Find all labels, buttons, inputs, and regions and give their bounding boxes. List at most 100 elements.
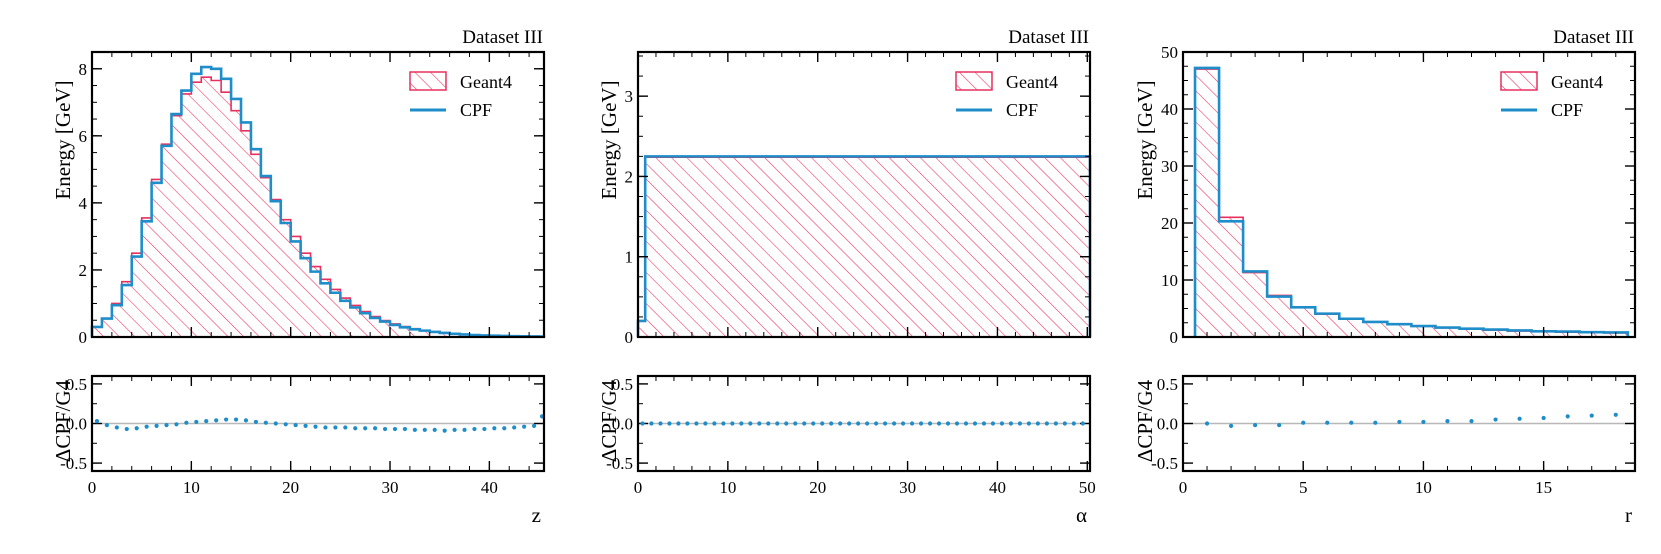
x-axis-label: α	[1076, 503, 1087, 527]
ratio-point	[402, 426, 408, 432]
ratio-point	[432, 427, 437, 432]
panel-title: Dataset III	[462, 27, 543, 48]
ratio-point	[703, 421, 708, 426]
ratio-y-axis-label: ΔCPF/G4	[597, 379, 621, 462]
ratio-point	[766, 421, 771, 426]
y-tick-label: 6	[79, 127, 88, 146]
y-tick-label: 1	[625, 248, 634, 267]
ratio-point	[1277, 422, 1282, 428]
y-axis-label: Energy [GeV]	[1133, 80, 1157, 199]
geant4-bar	[638, 320, 646, 337]
ratio-point	[323, 425, 328, 430]
ratio-point	[918, 421, 924, 426]
ratio-point	[676, 421, 681, 426]
ratio-point	[811, 421, 816, 426]
ratio-point	[303, 423, 308, 428]
geant4-bar	[429, 331, 440, 337]
ratio-point	[927, 421, 933, 426]
ratio-point	[694, 421, 699, 426]
ratio-point	[452, 427, 457, 432]
ratio-point	[104, 422, 110, 428]
ratio-point	[1035, 421, 1040, 426]
ratio-y-tick-label: 0.0	[1157, 415, 1178, 434]
x-tick-label: 0	[634, 478, 643, 497]
geant4-bar	[1387, 324, 1412, 337]
legend-geant4-swatch	[955, 71, 993, 91]
geant4-bar	[121, 281, 132, 337]
ratio-point	[856, 421, 861, 426]
legend: Geant4 CPF	[409, 71, 512, 120]
ratio-point	[502, 426, 507, 431]
ratio-point	[1349, 420, 1354, 425]
geant4-bar	[340, 298, 351, 337]
geant4-bar	[241, 130, 251, 337]
ratio-point	[892, 421, 897, 426]
cpf-line	[1193, 66, 1630, 337]
y-tick-label: 50	[1161, 43, 1178, 62]
ratio-point	[900, 421, 906, 426]
ratio-point	[730, 421, 735, 426]
ratio-point	[184, 420, 189, 425]
ratio-point	[363, 426, 368, 431]
ratio-point	[793, 421, 798, 426]
panel-z: Dataset III 0 2 4 6 8 0 10 20 30 40 0.5 0.0 -0.5 En…	[51, 27, 546, 527]
ratio-point	[373, 426, 378, 431]
ratio-point	[531, 423, 537, 428]
ratio-point	[838, 421, 843, 426]
geant4-bar	[161, 144, 172, 337]
x-tick-label: 40	[481, 478, 498, 497]
ratio-point	[658, 421, 663, 426]
x-axis-label: r	[1625, 503, 1632, 527]
x-tick-label: 50	[1079, 478, 1096, 497]
ratio-point	[273, 421, 278, 426]
ratio-point	[721, 421, 726, 426]
ratio-point	[1017, 421, 1023, 426]
y-tick-label: 0	[79, 328, 88, 347]
geant4-bar	[1363, 322, 1388, 337]
legend-cpf-label: CPF	[1006, 100, 1038, 120]
ratio-point	[94, 419, 100, 424]
ratio-point	[1469, 419, 1474, 424]
ratio-point	[1373, 420, 1378, 425]
y-tick-label: 0	[625, 328, 634, 347]
geant4-bar	[409, 328, 420, 337]
ratio-point	[936, 421, 942, 426]
ratio-point	[412, 427, 417, 432]
ratio-point	[1613, 412, 1618, 417]
y-tick-label: 4	[79, 194, 88, 213]
geant4-bar	[201, 77, 212, 337]
legend-geant4-label: Geant4	[1006, 72, 1058, 92]
ratio-point	[1301, 420, 1306, 425]
ratio-point	[134, 426, 139, 431]
ratio-plot: 0 10 20 30 40 0.5 0.0 -0.5	[60, 374, 546, 497]
x-tick-label: 30	[899, 478, 916, 497]
y-tick-label: 0	[1170, 328, 1179, 347]
ratio-point	[353, 426, 358, 431]
ratio-point	[442, 428, 447, 433]
ratio-point	[1253, 422, 1258, 428]
ratio-y-tick-label: -0.5	[1151, 454, 1178, 473]
ratio-point	[194, 419, 199, 425]
ratio-point	[954, 421, 960, 426]
geant4-bar	[439, 332, 450, 337]
ratio-point	[263, 420, 268, 425]
main-plot: 0 2 4 6 8	[79, 50, 546, 347]
ratio-point	[1204, 421, 1210, 426]
y-axis-label: Energy [GeV]	[597, 80, 621, 199]
legend-geant4-swatch	[1500, 71, 1538, 91]
x-tick-label: 15	[1535, 478, 1552, 497]
geant4-bar	[231, 110, 242, 337]
x-tick-label: 10	[183, 478, 200, 497]
geant4-bar	[380, 320, 391, 337]
ratio-point	[214, 418, 219, 423]
geant4-bar	[399, 326, 410, 337]
geant4-bar	[1195, 69, 1220, 337]
ratio-point	[243, 418, 249, 423]
y-tick-label: 40	[1161, 100, 1178, 119]
ratio-point	[748, 421, 753, 426]
ratio-point	[144, 424, 149, 429]
geant4-bar	[181, 93, 192, 337]
ratio-point	[802, 421, 807, 426]
ratio-point	[1008, 421, 1014, 426]
